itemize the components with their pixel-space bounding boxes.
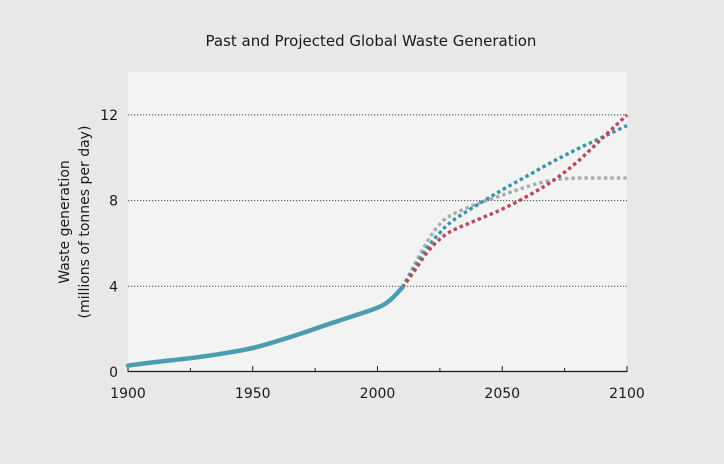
series-line-projection-red (401, 113, 629, 289)
x-tick-label: 1950 (235, 386, 271, 402)
series-line-projection-gray (400, 176, 628, 289)
y-tick-label: 8 (109, 194, 118, 210)
plot-area (128, 72, 627, 372)
y-axis-sublabel: (millions of tonnes per day) (77, 126, 93, 319)
y-tick-label: 12 (100, 108, 118, 124)
chart-title: Past and Projected Global Waste Generati… (206, 32, 537, 50)
series-line-historical (125, 285, 405, 368)
series-line-projection-teal (400, 124, 628, 289)
x-tick-label: 1900 (110, 386, 146, 402)
x-tick-label: 2050 (484, 386, 520, 402)
x-tick-label: 2100 (609, 386, 645, 402)
y-tick-label: 4 (109, 279, 118, 295)
x-tick-label: 2000 (360, 386, 396, 402)
y-axis-label: Waste generation (57, 160, 73, 284)
y-tick-label: 0 (109, 365, 118, 381)
